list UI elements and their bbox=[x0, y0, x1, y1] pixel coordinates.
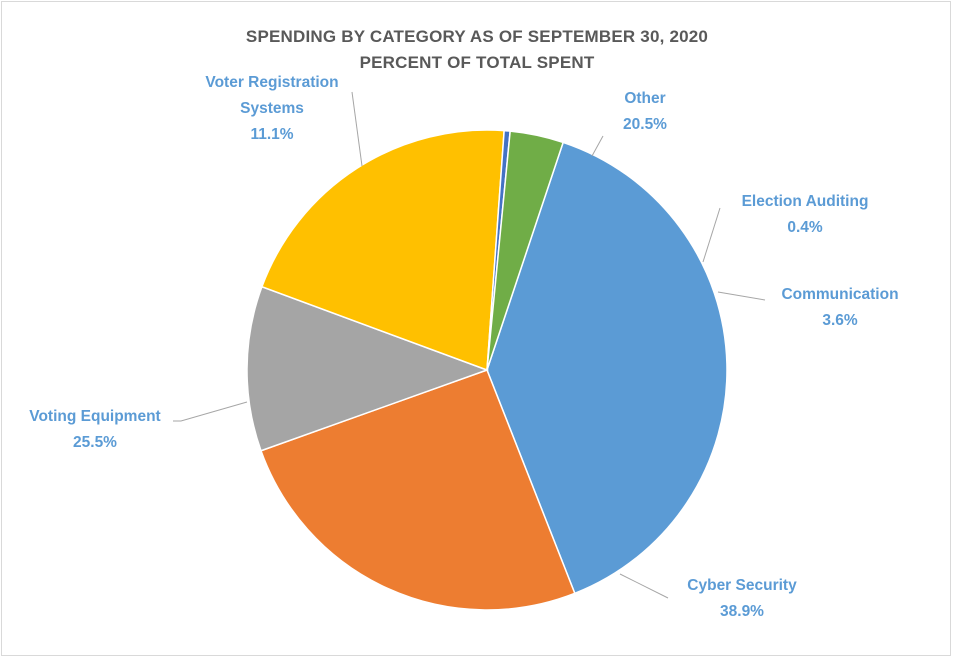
pie-slice-voting-equipment bbox=[260, 369, 576, 611]
slice-label-line: Voting Equipment bbox=[29, 408, 160, 425]
slice-label: Voter Registration Systems 11.1% bbox=[205, 74, 338, 143]
leader-line bbox=[173, 401, 248, 422]
pie-slice-voter-registration-systems bbox=[246, 285, 490, 452]
slice-label-line: Cyber Security bbox=[687, 577, 797, 594]
leader-line bbox=[351, 91, 363, 167]
chart-subtitle: PERCENT OF TOTAL SPENT bbox=[359, 53, 595, 72]
leader-line bbox=[717, 291, 766, 301]
slice-label-line: 3.6% bbox=[822, 312, 858, 329]
pie-slice-other bbox=[260, 129, 505, 372]
leader-line bbox=[591, 135, 604, 157]
slice-labels: Cyber Security 38.9% Voting Equipment 25.5%… bbox=[29, 74, 898, 620]
chart-title: SPENDING BY CATEGORY AS OF SEPTEMBER 30,… bbox=[245, 27, 709, 46]
slice-label-line: Other bbox=[624, 90, 665, 107]
slice-label: Other 20.5% bbox=[623, 90, 667, 133]
slice-label: Voting Equipment 25.5% bbox=[29, 408, 160, 451]
slice-label-line: 25.5% bbox=[73, 434, 117, 451]
slice-label-line: 0.4% bbox=[787, 219, 823, 236]
pie-slices bbox=[246, 129, 728, 611]
pie-slice-communication bbox=[486, 130, 565, 371]
slice-label: Election Auditing 0.4% bbox=[742, 193, 869, 236]
leader-line bbox=[619, 573, 669, 599]
slice-label: Cyber Security 38.9% bbox=[687, 577, 797, 620]
slice-label-line: Voter Registration bbox=[205, 74, 338, 91]
slice-label: Communication 3.6% bbox=[781, 286, 898, 329]
leader-lines bbox=[173, 91, 766, 599]
slice-label-line: 11.1% bbox=[250, 126, 293, 143]
slice-label-line: Systems bbox=[240, 100, 304, 117]
slice-label-line: Election Auditing bbox=[742, 193, 869, 210]
leader-line bbox=[702, 207, 721, 263]
slice-label-line: 38.9% bbox=[720, 603, 764, 620]
slice-label-line: 20.5% bbox=[623, 116, 667, 133]
slice-label-line: Communication bbox=[781, 286, 898, 303]
pie-slice-cyber-security bbox=[486, 141, 728, 595]
